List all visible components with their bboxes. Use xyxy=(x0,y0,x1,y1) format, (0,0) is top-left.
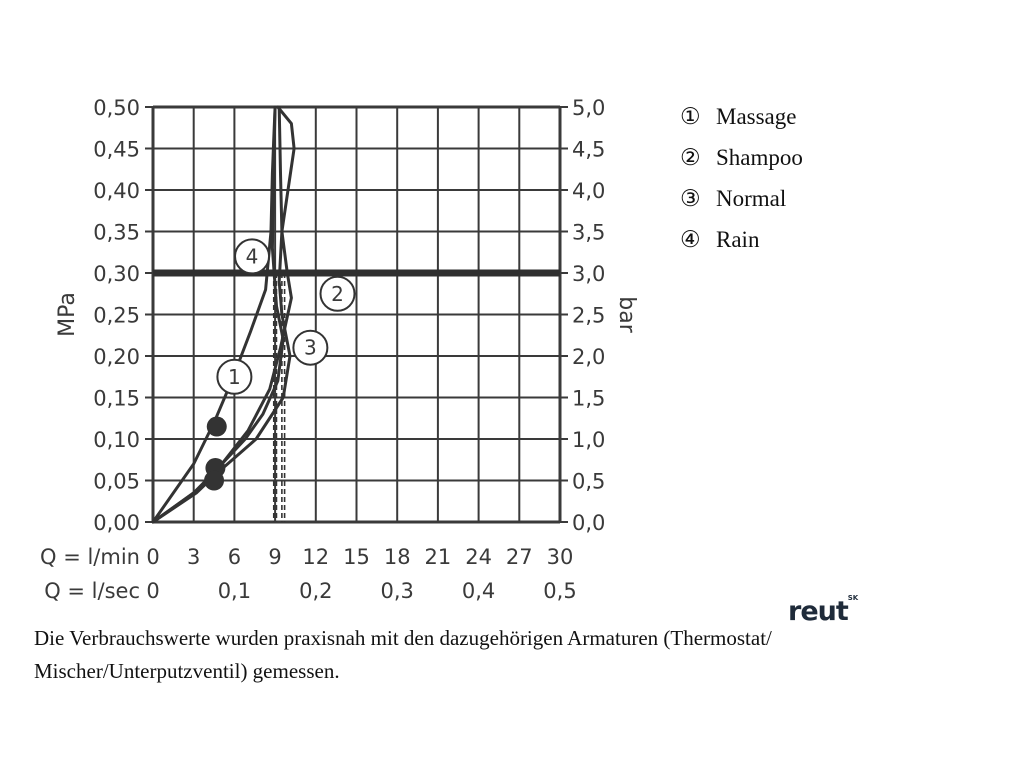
x-tick-label: 12 xyxy=(302,545,329,569)
y-left-tick-label: 0,40 xyxy=(93,179,140,203)
brand-logo: reutSK xyxy=(788,594,859,627)
x-tick-label: 0,1 xyxy=(218,579,251,603)
curve-marker-circle xyxy=(292,329,329,366)
y-left-tick-label: 0,30 xyxy=(93,262,140,286)
legend-label: Massage xyxy=(716,104,797,129)
y-right-tick-label: 2,5 xyxy=(572,304,605,328)
x-tick-label: 3 xyxy=(187,545,200,569)
y-left-tick-label: 0,15 xyxy=(93,387,140,411)
y-left-tick-label: 0,45 xyxy=(93,138,140,162)
y-left-tick-label: 0,50 xyxy=(93,96,140,120)
legend-symbol: ③ xyxy=(680,186,701,211)
curve-marker-label: 3 xyxy=(304,336,317,360)
x-tick-label: 6 xyxy=(228,545,241,569)
y-right-axis-label: bar xyxy=(614,296,639,333)
y-left-tick-label: 0,10 xyxy=(93,428,140,452)
x-tick-label: 9 xyxy=(268,545,281,569)
y-right-tick-label: 2,0 xyxy=(572,345,605,369)
x-tick-label: 21 xyxy=(425,545,452,569)
legend-label: Shampoo xyxy=(716,145,803,170)
legend-item-normal: ③ Normal xyxy=(680,182,803,223)
y-left-tick-label: 0,00 xyxy=(93,511,140,535)
x-axis-row-label: Q = l/min xyxy=(40,545,140,569)
x-tick-label: 15 xyxy=(343,545,370,569)
y-left-tick-label: 0,25 xyxy=(93,304,140,328)
y-left-axis-label: MPa xyxy=(55,292,80,337)
y-right-tick-label: 1,5 xyxy=(572,387,605,411)
curve-marker-label: 2 xyxy=(331,282,344,306)
curve-marker-circle xyxy=(319,275,356,312)
curve-marker-label: 4 xyxy=(246,244,259,268)
y-right-tick-label: 4,5 xyxy=(572,138,605,162)
y-right-tick-label: 0,0 xyxy=(572,511,605,535)
curve-marker-circle xyxy=(234,238,271,275)
logo-superscript: SK xyxy=(847,594,859,602)
y-left-tick-label: 0,35 xyxy=(93,221,140,245)
y-left-tick-label: 0,05 xyxy=(93,470,140,494)
y-right-tick-label: 3,5 xyxy=(572,221,605,245)
legend-symbol: ① xyxy=(680,104,701,129)
legend-label: Normal xyxy=(716,186,787,211)
x-tick-label: 0,5 xyxy=(543,579,576,603)
legend-symbol: ② xyxy=(680,145,701,170)
y-left-tick-label: 0,20 xyxy=(93,345,140,369)
data-point-dot xyxy=(204,470,225,491)
x-tick-label: 24 xyxy=(465,545,492,569)
legend-symbol: ④ xyxy=(680,227,701,252)
x-tick-label: 0 xyxy=(146,579,159,603)
legend: ① Massage ② Shampoo ③ Normal ④ Rain xyxy=(680,100,803,264)
curve-marker-label: 1 xyxy=(228,365,241,389)
curve-marker-circle xyxy=(216,358,253,395)
x-tick-label: 27 xyxy=(506,545,533,569)
x-tick-label: 18 xyxy=(384,545,411,569)
legend-item-shampoo: ② Shampoo xyxy=(680,141,803,182)
x-axis-row-label: Q = l/sec xyxy=(44,579,140,603)
x-tick-label: 0,2 xyxy=(299,579,332,603)
x-tick-label: 0,4 xyxy=(462,579,495,603)
legend-item-rain: ④ Rain xyxy=(680,223,803,264)
legend-item-massage: ① Massage xyxy=(680,100,803,141)
y-right-tick-label: 3,0 xyxy=(572,262,605,286)
y-right-tick-label: 0,5 xyxy=(572,470,605,494)
logo-text: reut xyxy=(788,596,849,627)
x-tick-label: 30 xyxy=(547,545,574,569)
y-right-tick-label: 4,0 xyxy=(572,179,605,203)
x-tick-label: 0 xyxy=(146,545,159,569)
y-right-tick-label: 5,0 xyxy=(572,96,605,120)
x-tick-label: 0,3 xyxy=(380,579,413,603)
y-right-tick-label: 1,0 xyxy=(572,428,605,452)
data-point-dot xyxy=(206,416,227,437)
legend-label: Rain xyxy=(716,227,760,252)
footnote: Die Verbrauchswerte wurden praxisnah mit… xyxy=(34,626,772,683)
